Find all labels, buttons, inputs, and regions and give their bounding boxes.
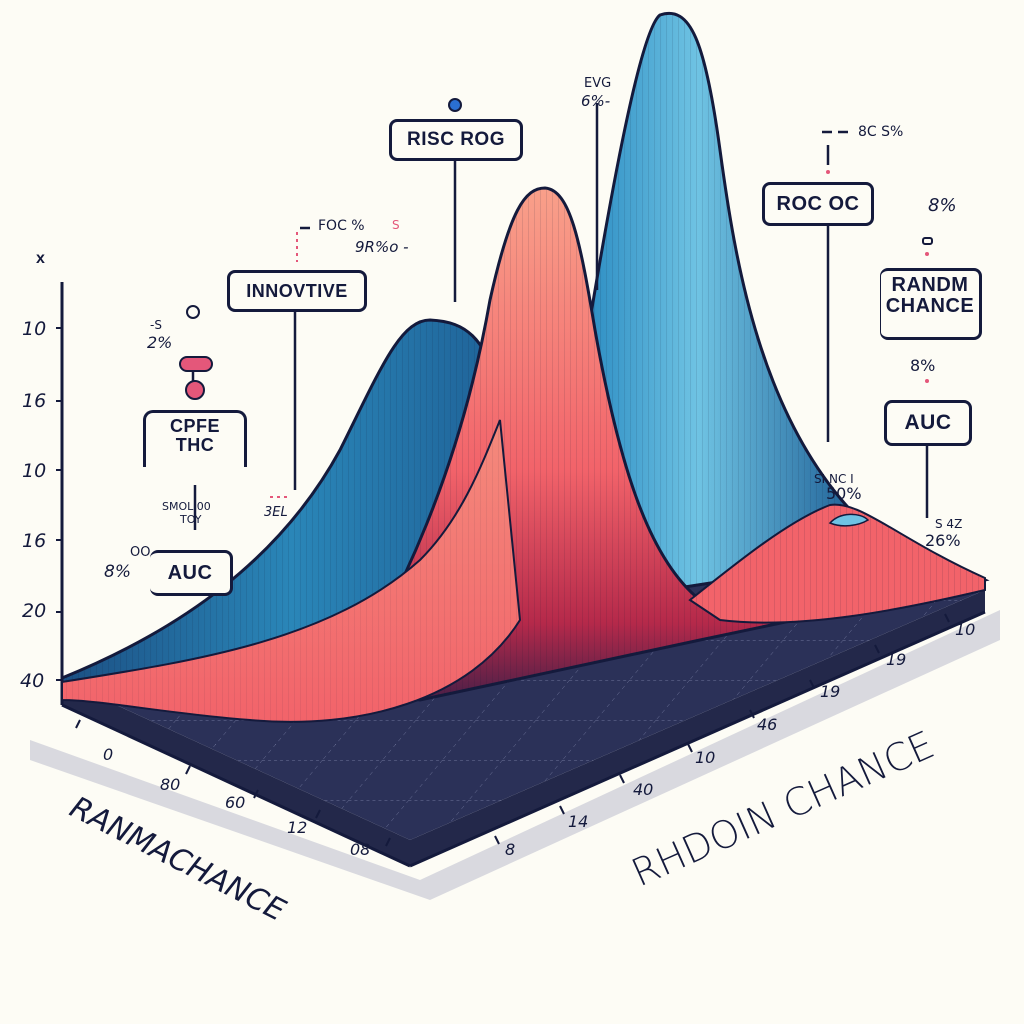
x-tick-label: 40 [633,780,654,799]
x-tick-label: 0 [103,745,114,764]
x-tick-label: 12 [287,818,308,837]
annotation-note: TOY [180,513,202,526]
x-tick-label: 10 [695,748,716,767]
annotation-note: SI NC I [814,472,854,486]
x-tick-label: 08 [350,840,371,859]
annotation-random-chance: RANDM CHANCE [880,268,982,340]
annotation-note: 8% [928,195,957,216]
y-axis-symbol: x [36,250,45,267]
y-tick-label: 40 [20,670,45,692]
annotation-auc-right: AUC [884,400,972,446]
annotation-note: 8C S% [858,124,904,140]
annotation-note: 2% [147,333,173,352]
x-tick-label: 80 [160,775,181,794]
annotation-innovative: INNOVTIVE [227,270,367,312]
annotation-note: 9R%o - [355,238,409,256]
annotation-note: OO [130,545,151,560]
y-tick-label: 10 [22,460,47,482]
annotation-note: 50% [826,484,862,503]
y-tick-label: 16 [22,530,47,552]
annotation-note: 8% [104,562,131,582]
annotation-note: EVG [584,76,612,91]
annotation-note: 26% [925,531,961,550]
annotation-line: RANDM CHANCE [885,274,975,317]
annotation-line: THC [175,434,215,455]
annotation-note: 3EL [264,505,288,520]
x-tick-label: 19 [820,682,841,701]
annotation-note: 8% [910,356,936,375]
annotation-note: S [392,218,400,232]
annotation-line: CPFE [169,416,220,436]
annotation-roc-oc: ROC OC [762,182,874,226]
y-tick-label: 16 [22,390,47,412]
x-tick-label: 60 [225,793,246,812]
annotation-note: SMOL 00 [162,500,211,513]
x-tick-label: 46 [757,715,778,734]
annotation-note: FOC % [318,218,365,234]
annotation-note: S 4Z [935,517,963,531]
x-tick-label: 8 [505,840,516,859]
annotation-cpfe-thc: CPFE THC [143,410,247,467]
y-tick-label: 10 [22,318,47,340]
y-tick-label: 20 [22,600,47,622]
annotation-risc-rog: RISC ROG [389,119,523,161]
x-tick-label: 14 [568,812,589,831]
x-tick-label: 10 [955,620,976,639]
annotation-auc-left: AUC [150,550,233,596]
annotation-note: 6%- [581,92,611,110]
x-tick-label: 19 [886,650,907,669]
annotation-note: -S [150,318,162,332]
